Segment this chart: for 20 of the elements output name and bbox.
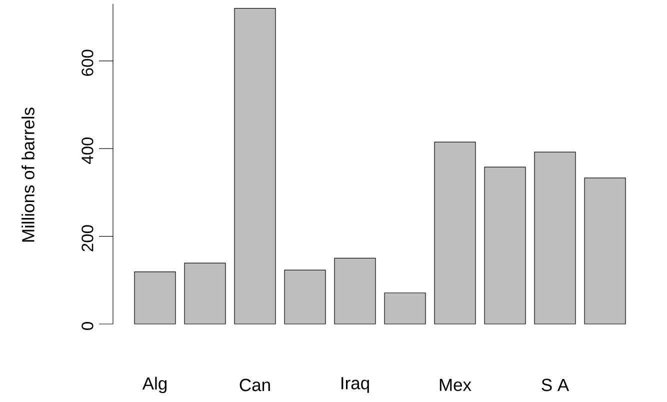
- bar: [334, 258, 376, 324]
- x-tick-label: Alg: [142, 376, 167, 394]
- y-tick-label: 0: [82, 322, 94, 330]
- x-tick-label: Mex: [440, 378, 472, 392]
- bar: [284, 270, 326, 324]
- bar: [584, 178, 626, 324]
- bar: [434, 142, 476, 324]
- bar: [384, 292, 426, 324]
- x-tick-label: S A: [542, 378, 570, 392]
- bar: [184, 262, 226, 324]
- y-tick-label: 400: [82, 137, 94, 164]
- y-tick-label: 600: [82, 50, 94, 76]
- y-tick-label: 200: [82, 225, 94, 252]
- y-axis-title: Millions of barrels: [22, 108, 34, 242]
- bar: [484, 166, 526, 324]
- bar: [234, 8, 276, 324]
- bar: [534, 152, 576, 324]
- bar: [134, 272, 176, 324]
- x-tick-label: Iraq: [342, 377, 369, 393]
- x-tick-label: Can: [240, 378, 270, 392]
